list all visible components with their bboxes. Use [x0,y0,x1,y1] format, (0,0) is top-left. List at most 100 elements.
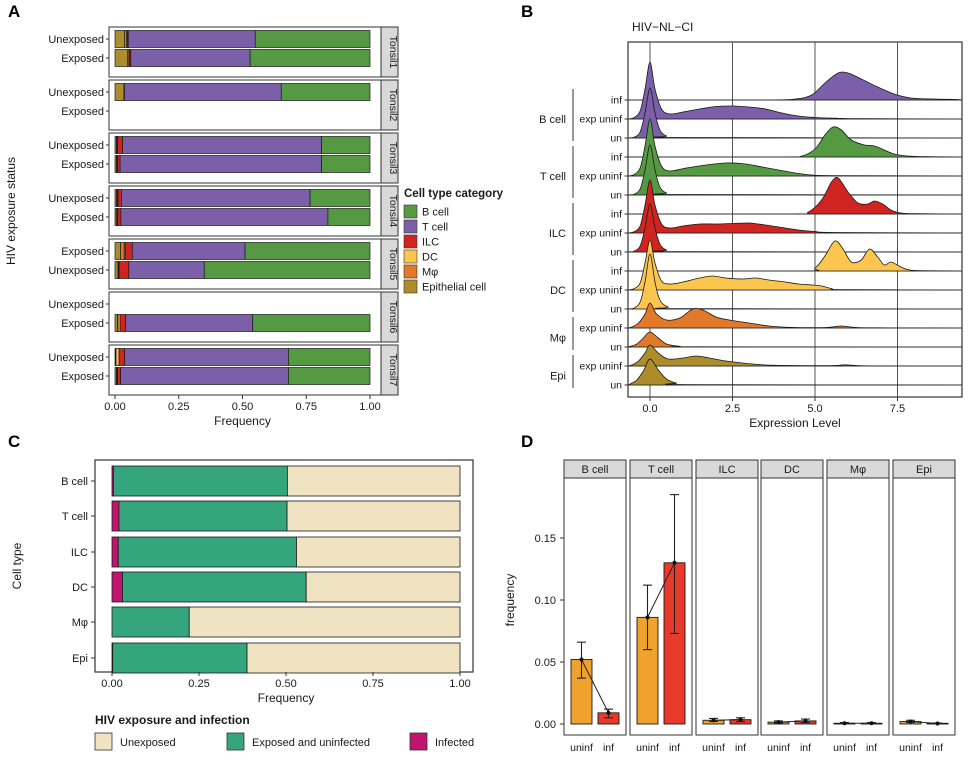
facet-strip-label: Tonsil3 [387,142,399,175]
ridge-density [627,344,963,367]
bar-segment [286,465,461,497]
legend-label: Infected [435,737,474,749]
bar-segment [120,208,329,226]
mean-dot [672,560,677,565]
legend-title: HIV exposure and infection [95,713,250,727]
ridge-density [627,87,963,139]
ridge-row-label: exp uninf [579,171,622,183]
facet-strip-label: DC [784,464,800,476]
mean-connector-line [910,721,938,725]
ridge-density [627,358,963,386]
mean-dot [803,718,808,723]
bar-segment [112,465,288,497]
ridge-density [627,144,963,196]
bar-segment [118,261,130,279]
panel-a-label: A [8,2,21,21]
bar-segment [115,348,120,366]
bar-segment [131,242,246,260]
facet-strip [380,185,399,237]
axis-row-label: B cell [61,476,88,488]
legend-title: Cell type category [404,188,504,200]
facet-strip-label: Mφ [850,464,866,476]
x-tick-label: 2.5 [725,403,740,415]
bar-segment [111,606,190,638]
ridge-row-label: un [610,247,622,259]
bar-segment [120,242,125,260]
mean-dot [842,721,847,726]
ridge-row-label: inf [611,152,622,164]
group-label: Epi [550,371,566,383]
bar-segment [117,367,121,385]
bar-segment [327,208,371,226]
bar-segment [121,189,311,207]
group-label: ILC [549,228,566,240]
ridge-row-label: exp uninf [579,228,622,240]
legend-swatch [403,204,418,219]
bar-segment [188,606,461,638]
legend-label: Mφ [422,267,438,279]
axis-row-label: Exposed [61,106,104,118]
legend-swatch [226,732,245,751]
facet-strip-label: T cell [648,464,674,476]
bar-segment [296,536,461,568]
x-tick-label: 0.25 [168,401,189,413]
facet-strip-label: Tonsil5 [387,248,399,281]
ridge-row-label: inf [611,95,622,107]
ridge-density [627,240,963,272]
axis-row-label: Unexposed [48,34,104,46]
mean-dot [711,718,716,723]
bar-segment [119,314,127,332]
x-tick-label: 5.0 [807,403,822,415]
legend-label: Unexposed [120,737,176,749]
ridge-density [628,176,963,215]
mean-dot [869,721,874,726]
axis-row-label: Unexposed [48,87,104,99]
y-tick-label: 0.05 [535,657,556,669]
bar-segment [117,536,297,568]
mean-dot [606,710,611,715]
y-axis-title: HIV exposure status [4,157,18,265]
bar-segment [119,155,322,173]
legend-label: T cell [422,222,448,234]
legend-label: DC [422,252,438,264]
ridge-plot-title: HIV−NL−CI [632,20,693,34]
bar-segment [117,208,122,226]
axis-row-label: Unexposed [48,352,104,364]
bar-segment [288,348,371,366]
x-tick-label: 1.00 [359,401,380,413]
x-tick-label: inf [800,742,811,754]
legend-swatch [403,279,418,294]
mean-connector-line [581,659,609,714]
ridge-row-label: un [610,304,622,316]
ridge-row-label: un [610,133,622,145]
legend-swatch [409,732,428,751]
group-label: B cell [539,114,566,126]
x-tick-label: inf [603,742,614,754]
bar-segment [117,136,124,154]
facet-panel [760,477,824,736]
x-tick-label: uninf [570,742,593,754]
x-tick-label: 0.0 [642,403,657,415]
bar-segment [118,348,126,366]
mean-connector-line [713,719,741,721]
bar-segment [280,83,371,101]
ridge-row-label: un [610,190,622,202]
facet-strip [380,238,399,290]
ridge-row-label: un [610,342,622,354]
bar-segment [305,571,461,603]
ridge-row-label: un [610,380,622,392]
bar-segment [203,261,371,279]
ridge-density [627,118,963,177]
facet-strip-label: ILC [718,464,735,476]
axis-row-label: Unexposed [48,299,104,311]
ridge-density [627,302,963,329]
bar-segment [112,642,248,674]
x-axis-title: Frequency [258,691,315,705]
legend-swatch [94,732,113,751]
facet-strip-label: Tonsil4 [387,195,399,228]
panel-d-label: D [521,432,534,451]
facet-strip [380,79,399,131]
bar-segment [130,49,251,67]
ridge-panel [627,41,963,398]
x-tick-label: 0.75 [296,401,317,413]
